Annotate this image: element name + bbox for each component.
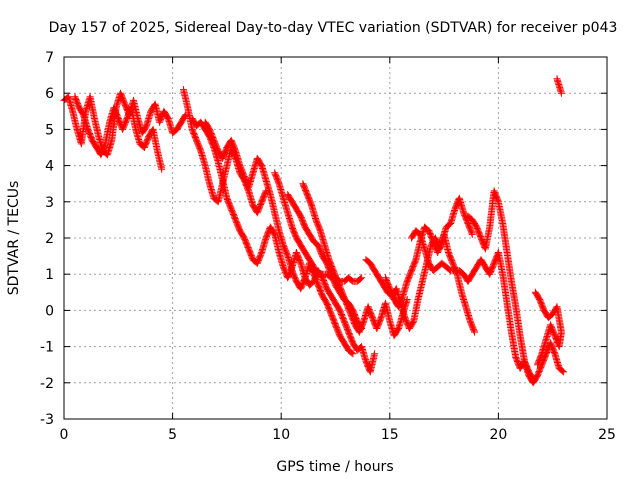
- y-tick-label: -2: [40, 376, 54, 392]
- x-tick-label: 0: [60, 427, 69, 443]
- y-axis-label: SDTVAR / TECUs: [6, 181, 22, 296]
- data-series-track-5: [201, 118, 357, 358]
- data-point-markers: [531, 288, 565, 369]
- y-tick-label: 4: [45, 159, 54, 175]
- data-point-markers: [201, 118, 357, 358]
- x-tick-label: 25: [598, 427, 616, 443]
- axis-ticks: 0 5 10 15 20 25 -3 -2 -1 0 1 2 3 4 5 6 7: [40, 50, 616, 443]
- y-tick-label: 6: [45, 86, 54, 102]
- x-tick-label: 20: [489, 427, 507, 443]
- y-tick-label: 0: [45, 303, 54, 319]
- data-point-markers: [553, 75, 565, 97]
- x-axis-label: GPS time / hours: [276, 459, 393, 475]
- y-tick-label: -3: [40, 412, 54, 428]
- x-tick-label: 15: [381, 427, 399, 443]
- chart-title: Day 157 of 2025, Sidereal Day-to-day VTE…: [49, 20, 618, 36]
- y-tick-label: 3: [45, 195, 54, 211]
- x-tick-label: 10: [272, 427, 290, 443]
- y-tick-label: 5: [45, 122, 54, 138]
- data-point-markers: [408, 227, 537, 383]
- data-point-markers: [71, 93, 166, 173]
- data-point-markers: [299, 180, 411, 340]
- data-points: [60, 75, 568, 387]
- data-series-track-8: [299, 180, 411, 340]
- y-tick-label: 2: [45, 231, 54, 247]
- data-series-track-2: [71, 93, 166, 173]
- x-tick-label: 5: [168, 427, 177, 443]
- data-series-track-14: [553, 75, 565, 97]
- y-tick-label: 7: [45, 50, 54, 66]
- data-series-track-11: [408, 227, 537, 383]
- y-tick-label: 1: [45, 267, 54, 283]
- data-point-markers: [464, 187, 568, 387]
- y-tick-label: -1: [40, 340, 54, 356]
- plot-frame: [63, 56, 608, 420]
- data-series-track-12: [464, 187, 568, 387]
- data-series-track-13: [531, 288, 565, 369]
